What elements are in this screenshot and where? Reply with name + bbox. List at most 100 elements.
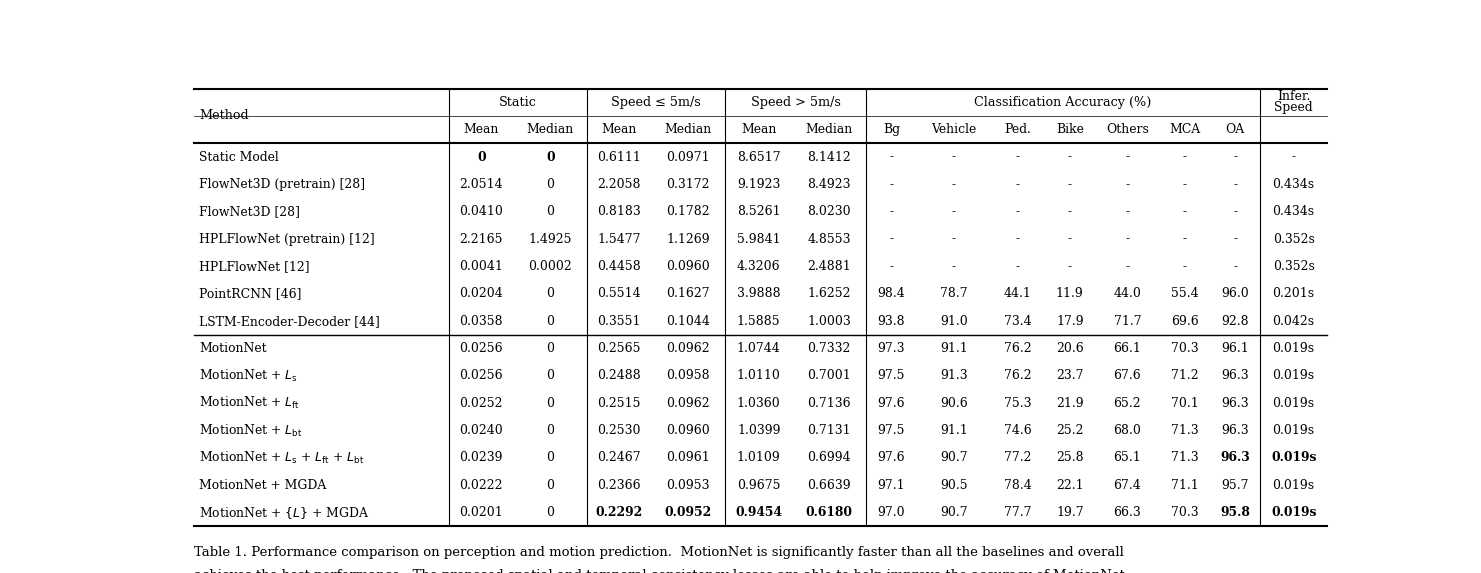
Text: 8.6517: 8.6517 — [738, 151, 780, 163]
Text: 65.2: 65.2 — [1114, 397, 1142, 410]
Text: 70.3: 70.3 — [1171, 342, 1198, 355]
Text: 0.9675: 0.9675 — [738, 479, 780, 492]
Text: 4.8553: 4.8553 — [807, 233, 852, 246]
Text: 44.1: 44.1 — [1004, 287, 1031, 300]
Text: Infer.: Infer. — [1277, 91, 1311, 103]
Text: -: - — [1016, 205, 1019, 218]
Text: HPLFlowNet (pretrain) [12]: HPLFlowNet (pretrain) [12] — [198, 233, 375, 246]
Text: -: - — [890, 178, 893, 191]
Text: 55.4: 55.4 — [1171, 287, 1198, 300]
Text: 90.7: 90.7 — [940, 452, 967, 464]
Text: 77.7: 77.7 — [1004, 506, 1031, 519]
Text: -: - — [952, 151, 955, 163]
Text: Speed > 5m/s: Speed > 5m/s — [751, 96, 841, 109]
Text: 0.1627: 0.1627 — [666, 287, 711, 300]
Text: PointRCNN [46]: PointRCNN [46] — [198, 287, 302, 300]
Text: 0.019s: 0.019s — [1272, 479, 1315, 492]
Text: Bike: Bike — [1056, 123, 1084, 136]
Text: 92.8: 92.8 — [1222, 315, 1248, 328]
Text: Method: Method — [198, 109, 249, 123]
Text: -: - — [952, 233, 955, 246]
Text: 2.2058: 2.2058 — [597, 178, 641, 191]
Text: Median: Median — [527, 123, 573, 136]
Text: -: - — [890, 205, 893, 218]
Text: 0.0962: 0.0962 — [666, 342, 711, 355]
Text: 0: 0 — [546, 506, 554, 519]
Text: 0.2488: 0.2488 — [597, 370, 641, 382]
Text: 0.019s: 0.019s — [1272, 424, 1315, 437]
Text: 0.6994: 0.6994 — [807, 452, 852, 464]
Text: 4.3206: 4.3206 — [738, 260, 780, 273]
Text: 2.2165: 2.2165 — [459, 233, 504, 246]
Text: 0.019s: 0.019s — [1271, 506, 1317, 519]
Text: 0: 0 — [546, 479, 554, 492]
Text: 0.5514: 0.5514 — [597, 287, 641, 300]
Text: 0.4458: 0.4458 — [597, 260, 641, 273]
Text: 93.8: 93.8 — [878, 315, 905, 328]
Text: Median: Median — [665, 123, 712, 136]
Text: 0: 0 — [546, 151, 554, 163]
Text: 0.2515: 0.2515 — [597, 397, 641, 410]
Text: 0.2467: 0.2467 — [597, 452, 641, 464]
Text: 0: 0 — [546, 315, 554, 328]
Text: 0: 0 — [477, 151, 486, 163]
Text: 96.3: 96.3 — [1222, 370, 1248, 382]
Text: 1.5885: 1.5885 — [738, 315, 780, 328]
Text: 9.1923: 9.1923 — [738, 178, 780, 191]
Text: 67.4: 67.4 — [1114, 479, 1142, 492]
Text: 0.7136: 0.7136 — [807, 397, 852, 410]
Text: -: - — [1234, 178, 1238, 191]
Text: 0.3172: 0.3172 — [666, 178, 709, 191]
Text: MotionNet + $L_\mathrm{bt}$: MotionNet + $L_\mathrm{bt}$ — [198, 422, 302, 438]
Text: 25.2: 25.2 — [1056, 424, 1084, 437]
Text: 0: 0 — [546, 287, 554, 300]
Text: 1.1269: 1.1269 — [666, 233, 711, 246]
Text: Vehicle: Vehicle — [932, 123, 976, 136]
Text: 0.6111: 0.6111 — [597, 151, 641, 163]
Text: HPLFlowNet [12]: HPLFlowNet [12] — [198, 260, 310, 273]
Text: 0: 0 — [546, 178, 554, 191]
Text: 95.8: 95.8 — [1220, 506, 1250, 519]
Text: -: - — [890, 151, 893, 163]
Text: Mean: Mean — [464, 123, 499, 136]
Text: -: - — [1126, 178, 1130, 191]
Text: Median: Median — [806, 123, 853, 136]
Text: 0.0240: 0.0240 — [459, 424, 504, 437]
Text: 0.019s: 0.019s — [1272, 370, 1315, 382]
Text: Bg: Bg — [883, 123, 900, 136]
Text: 0.9454: 0.9454 — [735, 506, 782, 519]
Text: 8.5261: 8.5261 — [738, 205, 780, 218]
Text: 97.5: 97.5 — [878, 424, 905, 437]
Text: 1.0109: 1.0109 — [738, 452, 780, 464]
Text: 67.6: 67.6 — [1114, 370, 1142, 382]
Text: Static: Static — [499, 96, 538, 109]
Text: -: - — [1234, 233, 1238, 246]
Text: MCA: MCA — [1170, 123, 1201, 136]
Text: Classification Accuracy (%): Classification Accuracy (%) — [974, 96, 1152, 109]
Text: -: - — [952, 260, 955, 273]
Text: 0.0252: 0.0252 — [459, 397, 504, 410]
Text: 8.1412: 8.1412 — [807, 151, 852, 163]
Text: -: - — [1126, 260, 1130, 273]
Text: 98.4: 98.4 — [878, 287, 905, 300]
Text: 2.4881: 2.4881 — [807, 260, 852, 273]
Text: -: - — [1183, 205, 1188, 218]
Text: 1.5477: 1.5477 — [597, 233, 641, 246]
Text: -: - — [1183, 260, 1188, 273]
Text: 66.3: 66.3 — [1114, 506, 1142, 519]
Text: 25.8: 25.8 — [1056, 452, 1084, 464]
Text: 8.4923: 8.4923 — [807, 178, 852, 191]
Text: 0.019s: 0.019s — [1272, 342, 1315, 355]
Text: 0.0002: 0.0002 — [529, 260, 572, 273]
Text: 0.0962: 0.0962 — [666, 397, 711, 410]
Text: 66.1: 66.1 — [1114, 342, 1142, 355]
Text: 0.7131: 0.7131 — [807, 424, 852, 437]
Text: 96.3: 96.3 — [1220, 452, 1250, 464]
Text: -: - — [1068, 178, 1072, 191]
Text: 0.0960: 0.0960 — [666, 424, 711, 437]
Text: 0.019s: 0.019s — [1271, 452, 1317, 464]
Text: 96.1: 96.1 — [1222, 342, 1248, 355]
Text: -: - — [952, 205, 955, 218]
Text: 0.0256: 0.0256 — [459, 370, 504, 382]
Text: Table 1. Performance comparison on perception and motion prediction.  MotionNet : Table 1. Performance comparison on perce… — [194, 546, 1124, 559]
